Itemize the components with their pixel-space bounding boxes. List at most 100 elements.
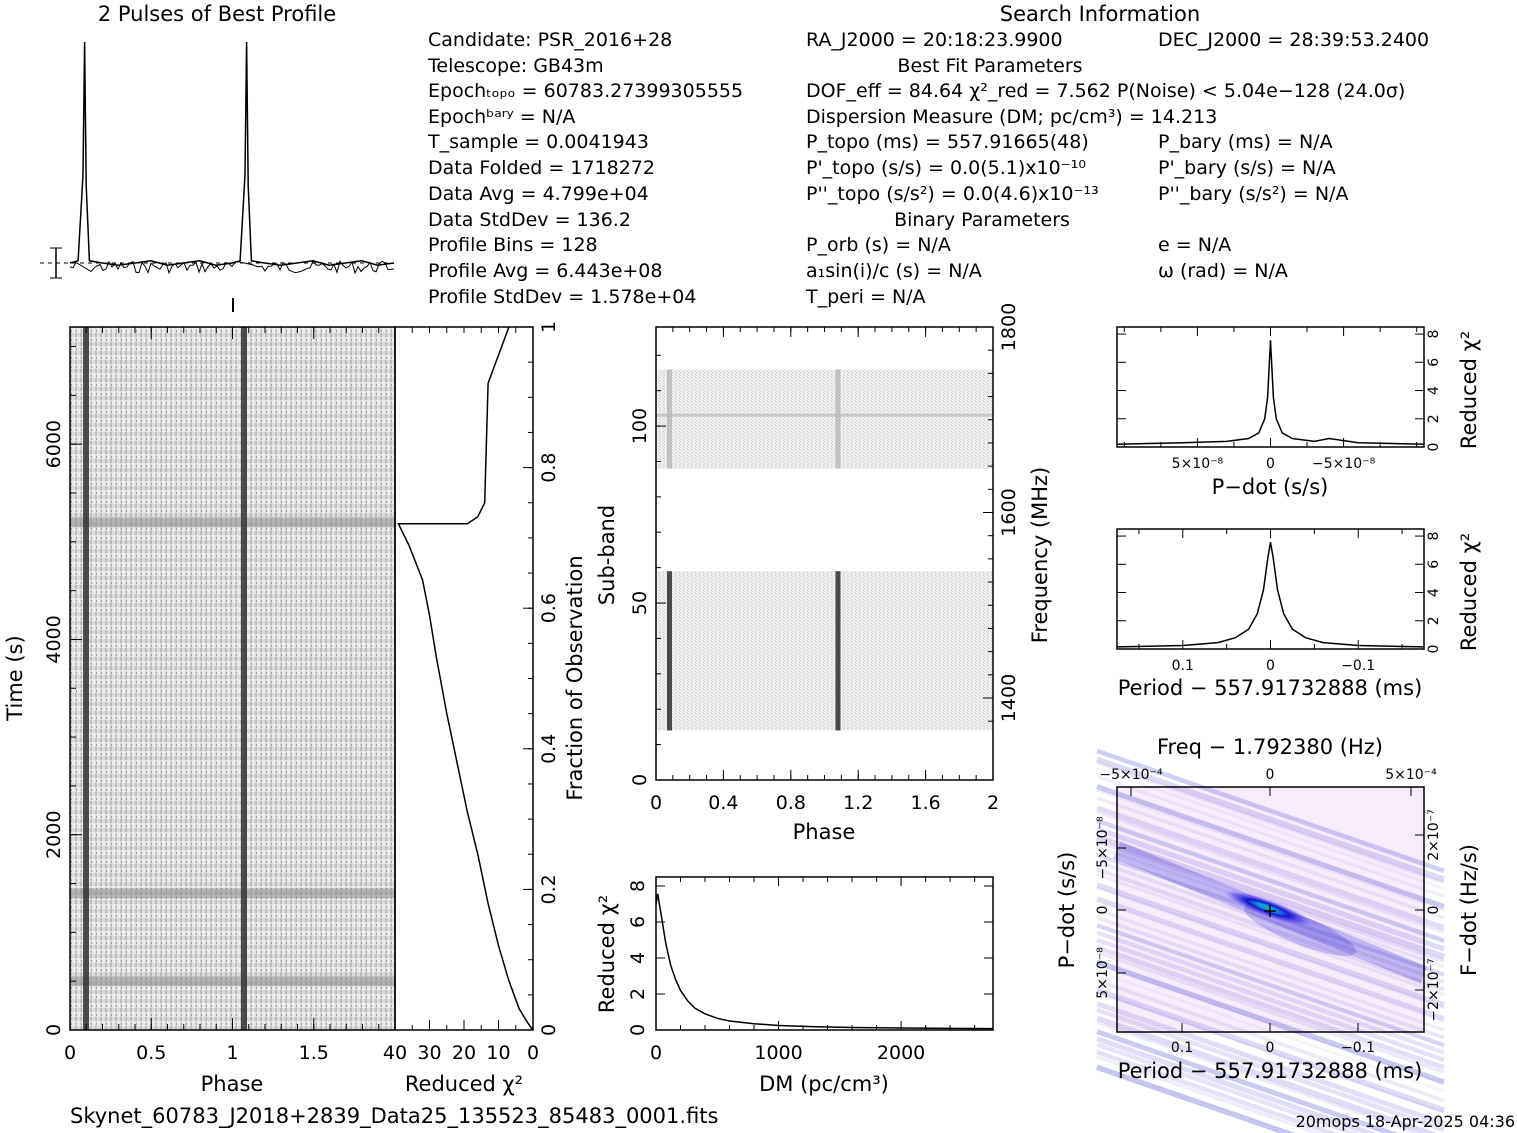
- profile-title: 2 Pulses of Best Profile: [98, 2, 336, 26]
- pp-rtick-label-2: −2×10⁻⁷: [1426, 958, 1442, 1021]
- tp-xtick-label-1: 0.5: [136, 1042, 166, 1064]
- dm-ytick-label-3: 6: [627, 916, 649, 928]
- pp-rtick-label-0: 2×10⁻⁷: [1426, 809, 1442, 860]
- p-topo-line: P_topo (ms) = 557.91665(48): [806, 131, 1089, 153]
- time-chi2-frame: [394, 326, 534, 1031]
- sb-ytick-label-2: 100: [629, 408, 651, 444]
- pc-ytick-label-0: 0: [1426, 645, 1442, 654]
- period-chi2-xlabel: Period − 557.91732888 (ms): [1118, 676, 1423, 700]
- data-stddev-line: Data StdDev = 136.2: [428, 209, 631, 231]
- omega-line: ω (rad) = N/A: [1158, 260, 1288, 282]
- epoch-bary-line: Epochᵇᵃʳʸ = N/A: [428, 106, 575, 128]
- time-chi2-ticks: 40 30 20 10 0 0 0.2 0.4 0.6 0.8 1: [383, 321, 560, 1064]
- dm-chi2-ticks: 0 1000 2000 0 2 4 6 8: [627, 877, 993, 1064]
- tp-ytick-label-3: 6000: [43, 420, 65, 468]
- data-folded-line: Data Folded = 1718272: [428, 157, 655, 179]
- pulse-band-0-0: [666, 571, 672, 731]
- ppdot-streak-44: [1096, 1055, 1323, 1133]
- period-chi2-ylabel: Reduced χ²: [1457, 533, 1481, 651]
- period-chi2-panel: 0.1 0 −0.1 0 2 4 6 8 Period − 557.91732888 (ms)…: [1116, 528, 1481, 700]
- ppdot-streak-24: [1096, 915, 1445, 1040]
- ra-line: RA_J2000 = 20:18:23.9900: [806, 29, 1063, 51]
- pc-ytick-label-3: 6: [1426, 560, 1442, 569]
- data-avg-line: Data Avg = 4.799e+04: [428, 183, 649, 205]
- sb-xtick-label-0: 0: [650, 792, 662, 814]
- ppdot-streak-41: [1096, 1036, 1378, 1133]
- bright-row-2: [70, 976, 395, 987]
- ppdot-streak-5: [1096, 784, 1445, 909]
- ppdot-title: Freq − 1.792380 (Hz): [1157, 735, 1383, 759]
- tp-xtick-label-0: 0: [64, 1042, 76, 1064]
- best-fit-title: Best Fit Parameters: [897, 55, 1082, 77]
- dm-chi2-ylabel: Reduced χ²: [595, 895, 619, 1013]
- a1sini-line: a₁sin(i)/c (s) = N/A: [806, 260, 982, 282]
- tc-xtick-label-0: 40: [383, 1042, 407, 1064]
- sb-ytick-label-0: 0: [629, 774, 651, 786]
- subband-phase-panel: 0 0.4 0.8 1.2 1.6 2 0 50 100 1400 1600 1800 Phase S…: [595, 303, 1052, 844]
- pc-ytick-label-2: 4: [1426, 588, 1442, 597]
- pp-ltick-label-1: 0: [1095, 906, 1111, 915]
- ppdot-streak-27: [1096, 937, 1445, 1063]
- pd-ytick-label-3: 6: [1426, 358, 1442, 367]
- ppdot-streak-34: [1096, 987, 1445, 1113]
- p-orb-line: P_orb (s) = N/A: [806, 234, 951, 256]
- pulse-band-0-1: [835, 571, 841, 731]
- pulse-track-1: [83, 327, 89, 1030]
- ppdot-streak-37: [1096, 1007, 1445, 1132]
- pp-ttick-label-2: 5×10⁻⁴: [1385, 767, 1437, 783]
- pp-ttick-label-1: 0: [1266, 767, 1275, 783]
- ppdot-streak-2: [1096, 761, 1445, 885]
- pp-rtick-label-1: 0: [1426, 906, 1442, 915]
- pdot-chi2-ticks: 5×10⁻⁸ 0 −5×10⁻⁸ 0 2 4 6 8: [1117, 327, 1442, 472]
- sb-xtick-label-2: 0.8: [776, 792, 806, 814]
- pdot-chi2-panel: 5×10⁻⁸ 0 −5×10⁻⁸ 0 2 4 6 8 P−dot (s/s) Reduced …: [1116, 326, 1481, 499]
- ppdot-streak-1: [1096, 756, 1445, 883]
- pd-ytick-label-1: 2: [1426, 414, 1442, 423]
- ppdot-streak-25: [1096, 923, 1445, 1048]
- ppdot-streak-10: [1096, 818, 1445, 943]
- pulse-track-2: [241, 327, 247, 1030]
- ppdot-streak-0: [1096, 748, 1445, 874]
- time-phase-ticks: 0 0.5 1 1.5 0 2000 4000 6000: [43, 327, 380, 1064]
- time-chi2-line: [397, 326, 534, 1031]
- ppdot-ylabel: P−dot (s/s): [1055, 852, 1079, 969]
- pd-ytick-label-2: 4: [1426, 386, 1442, 395]
- tc-xtick-label-4: 0: [527, 1042, 539, 1064]
- pd-xtick-label-1: 0: [1266, 456, 1275, 472]
- profile-bins-line: Profile Bins = 128: [428, 234, 598, 256]
- ppdot-peak: [1220, 888, 1316, 928]
- dec-line: DEC_J2000 = 28:39:53.2400: [1158, 29, 1429, 51]
- telescope-line: Telescope: GB43m: [427, 55, 604, 77]
- ppdot-streak-33: [1096, 978, 1445, 1103]
- subband-bands: [656, 369, 993, 731]
- ppdot-streak-6: [1096, 788, 1445, 912]
- rfi-line: [656, 413, 993, 417]
- ppdot-streak-16: [1096, 859, 1445, 984]
- time-phase-xlabel: Phase: [201, 1072, 264, 1096]
- tc-ytick-label-2: 0.4: [538, 734, 560, 764]
- ppdot-halo: [1244, 904, 1356, 956]
- dm-ytick-label-0: 0: [627, 1024, 649, 1036]
- timestamp: 20mops 18-Apr-2025 04:36: [1296, 1112, 1515, 1131]
- profile-panel: [40, 41, 395, 312]
- pc-ytick-label-4: 8: [1426, 532, 1442, 541]
- pdot-bary-line: P'_bary (s/s) = N/A: [1158, 157, 1336, 179]
- period-pdot-panel: 0.1 0 −0.1 −5×10⁻⁴ 0 5×10⁻⁴ −5×10⁻⁸ 0 5×10⁻⁸ 2×10…: [1055, 735, 1481, 1133]
- frequency-ylabel: Frequency (MHz): [1028, 467, 1052, 643]
- sb-ytick-label-1: 50: [629, 591, 651, 615]
- ppdot-streak-18: [1096, 873, 1445, 996]
- search-info-title: Search Information: [1000, 2, 1200, 26]
- t-sample-line: T_sample = 0.0041943: [427, 131, 649, 153]
- binary-title: Binary Parameters: [894, 209, 1070, 231]
- dm-chi2-panel: 0 1000 2000 0 2 4 6 8 DM (pc/cm³) Reduced χ²: [595, 876, 994, 1096]
- profile-stddev-line: Profile StdDev = 1.578e+04: [428, 286, 696, 308]
- dm-xtick-label-0: 0: [650, 1042, 662, 1064]
- ppdot-streak-7: [1096, 796, 1445, 920]
- bright-row-1: [70, 517, 395, 528]
- tc-ytick-label-1: 0.2: [538, 874, 560, 904]
- ppdot-streak-17: [1096, 867, 1445, 992]
- candidate-info: Candidate: PSR_2016+28 Telescope: GB43m …: [427, 29, 1429, 308]
- time-chi2-xlabel: Reduced χ²: [405, 1072, 523, 1096]
